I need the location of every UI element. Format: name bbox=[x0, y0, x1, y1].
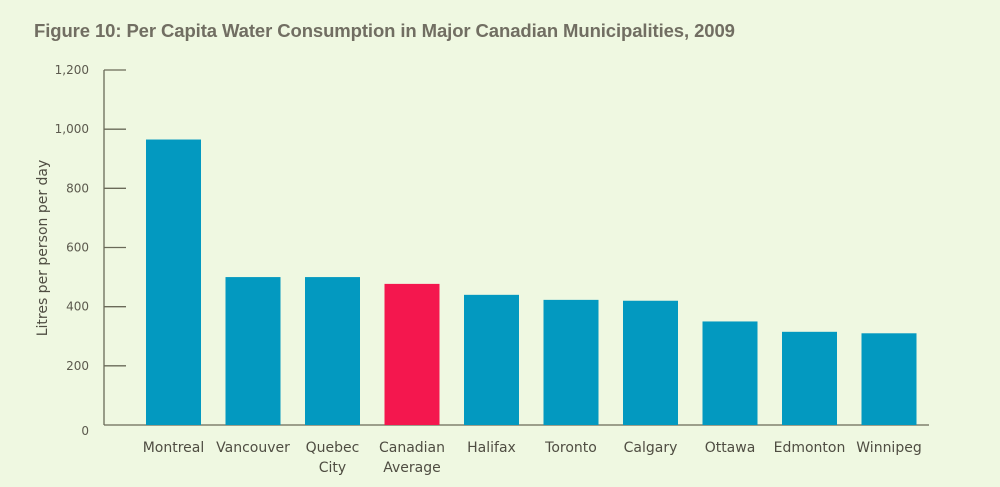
bar-quebec-city bbox=[305, 277, 360, 425]
y-tick-label: 600 bbox=[66, 241, 89, 255]
x-tick-label: Vancouver bbox=[216, 440, 290, 456]
y-tick-label: 1,200 bbox=[55, 63, 89, 77]
bar-calgary bbox=[623, 300, 678, 425]
bar-vancouver bbox=[225, 277, 281, 425]
bars bbox=[146, 139, 917, 426]
bar-canadian-average bbox=[384, 283, 440, 425]
y-tick-label: 800 bbox=[66, 181, 89, 195]
chart-title: Figure 10: Per Capita Water Consumption … bbox=[34, 20, 735, 41]
x-tick-label: Winnipeg bbox=[856, 440, 921, 456]
y-tick-label: 400 bbox=[66, 300, 89, 314]
bar-winnipeg bbox=[861, 333, 917, 425]
x-tick-label: Canadian bbox=[379, 440, 445, 456]
x-tick-label: Montreal bbox=[143, 440, 205, 456]
y-axis-label: Litres per person per day bbox=[35, 160, 51, 337]
bar-ottawa bbox=[702, 321, 758, 425]
y-tick-label: 0 bbox=[81, 424, 89, 438]
y-tick-label: 200 bbox=[66, 359, 89, 373]
bar-montreal bbox=[146, 139, 201, 426]
bar-toronto bbox=[543, 299, 599, 425]
x-tick-label: Calgary bbox=[624, 440, 678, 456]
x-tick-label: Average bbox=[383, 460, 441, 476]
y-tick-label: 1,000 bbox=[55, 122, 89, 136]
x-tick-label: City bbox=[319, 460, 346, 476]
bar-halifax bbox=[464, 294, 519, 425]
x-tick-label: Ottawa bbox=[705, 440, 756, 456]
x-tick-label: Toronto bbox=[544, 440, 597, 456]
x-tick-label: Quebec bbox=[306, 440, 360, 456]
x-tick-label: Edmonton bbox=[774, 440, 846, 456]
x-tick-label: Halifax bbox=[467, 440, 516, 456]
bar-edmonton bbox=[782, 331, 837, 425]
x-axis-labels: Montreal Vancouver Quebec City Canadian Avera… bbox=[143, 440, 922, 476]
